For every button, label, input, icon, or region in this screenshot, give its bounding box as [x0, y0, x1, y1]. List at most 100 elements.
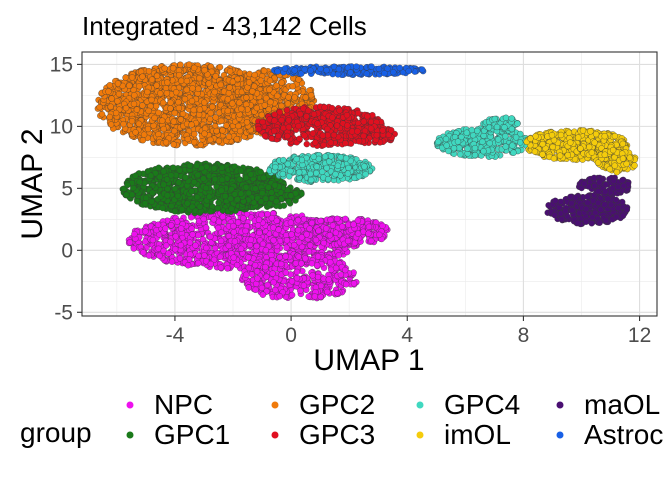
data-point: [106, 89, 112, 95]
data-point: [149, 97, 155, 103]
data-point: [266, 184, 272, 190]
data-point: [212, 245, 218, 251]
data-point: [278, 103, 284, 109]
data-point: [162, 65, 168, 71]
data-point: [195, 232, 201, 238]
data-point: [256, 217, 262, 223]
data-point: [156, 165, 162, 171]
data-point: [318, 294, 324, 300]
data-point: [212, 89, 218, 95]
data-point: [286, 199, 292, 205]
data-point: [351, 222, 357, 228]
data-point: [291, 242, 297, 248]
data-point: [190, 85, 196, 91]
data-point: [176, 72, 182, 78]
data-point: [274, 93, 280, 99]
data-point: [196, 75, 202, 81]
data-point: [113, 110, 119, 116]
data-point: [284, 237, 290, 243]
data-point: [273, 198, 279, 204]
data-point: [295, 217, 301, 223]
data-point: [323, 226, 329, 232]
data-point: [246, 190, 252, 196]
data-point: [277, 293, 283, 299]
data-point: [207, 137, 213, 143]
data-point: [252, 186, 258, 192]
data-point: [169, 259, 175, 265]
data-point: [123, 75, 129, 81]
data-point: [129, 118, 135, 124]
data-point: [212, 176, 218, 182]
data-point: [295, 227, 301, 233]
data-point: [254, 276, 260, 282]
data-point: [172, 246, 178, 252]
data-point: [202, 131, 208, 137]
data-point: [149, 77, 155, 83]
data-point: [200, 176, 206, 182]
data-point: [139, 103, 145, 109]
data-point: [254, 243, 260, 249]
data-point: [328, 217, 334, 223]
data-point: [271, 237, 277, 243]
data-point: [184, 78, 190, 84]
data-point: [301, 216, 307, 222]
data-point: [126, 83, 132, 89]
data-point: [157, 253, 163, 259]
data-point: [276, 227, 282, 233]
data-point: [208, 261, 214, 267]
data-point: [218, 188, 224, 194]
data-point: [167, 105, 173, 111]
data-point: [307, 226, 313, 232]
data-point: [203, 245, 209, 251]
data-point: [260, 292, 266, 298]
data-point: [303, 95, 309, 101]
data-point: [272, 182, 278, 188]
data-point: [225, 96, 231, 102]
data-point: [164, 90, 170, 96]
data-point: [191, 65, 197, 71]
data-point: [288, 193, 294, 199]
data-point: [121, 121, 127, 127]
data-point: [218, 230, 224, 236]
data-point: [140, 250, 146, 256]
data-point: [185, 262, 191, 268]
data-point: [178, 78, 184, 84]
data-point: [271, 279, 277, 285]
data-point: [234, 262, 240, 268]
data-point: [196, 253, 202, 259]
data-point: [99, 111, 105, 117]
data-point: [229, 206, 235, 212]
data-point: [187, 240, 193, 246]
data-point: [184, 87, 190, 93]
data-point: [202, 67, 208, 73]
data-point: [314, 262, 320, 268]
data-point: [179, 206, 185, 212]
data-point: [108, 104, 114, 110]
data-point: [211, 165, 217, 171]
data-point: [289, 292, 295, 298]
data-point: [227, 85, 233, 91]
data-point: [215, 205, 221, 211]
data-point: [206, 80, 212, 86]
data-point: [296, 254, 302, 260]
data-point: [334, 216, 340, 222]
data-point: [154, 73, 160, 79]
data-point: [149, 199, 155, 205]
data-point: [254, 268, 260, 274]
data-point: [107, 82, 113, 88]
data-point: [127, 239, 133, 245]
data-point: [255, 222, 261, 228]
data-point: [157, 90, 163, 96]
data-point: [203, 185, 209, 191]
data-point: [153, 103, 159, 109]
data-point: [345, 238, 351, 244]
data-point: [313, 237, 319, 243]
data-point: [216, 138, 222, 144]
data-point: [243, 272, 249, 278]
data-point: [191, 107, 197, 113]
data-point: [189, 188, 195, 194]
data-point: [170, 165, 176, 171]
data-point: [178, 242, 184, 248]
data-point: [294, 269, 300, 275]
data-point: [244, 119, 250, 125]
